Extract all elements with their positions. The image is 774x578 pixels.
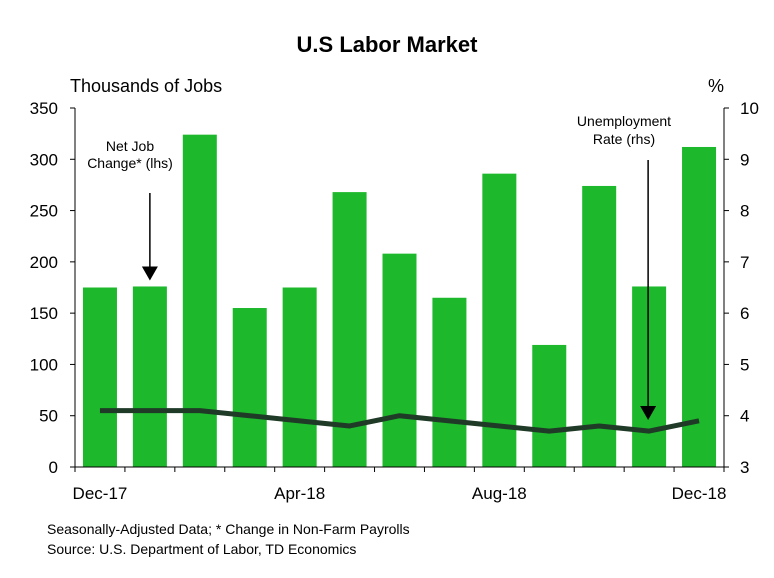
annotation-label: Change* (lhs): [87, 155, 173, 171]
bar-sep-18: [532, 344, 567, 467]
unemployment-rate-line: [99, 408, 700, 434]
bar-apr-18: [282, 287, 317, 467]
left-tick-label: 200: [30, 253, 58, 272]
right-tick-label: 5: [740, 355, 749, 374]
right-tick-label: 6: [740, 304, 749, 323]
right-tick-label: 4: [740, 407, 749, 426]
annotation-arrow-head: [640, 405, 657, 420]
bar-oct-18: [582, 185, 617, 467]
source-note: Source: U.S. Department of Labor, TD Eco…: [47, 541, 357, 557]
bar-jan-18: [132, 286, 167, 467]
annotation-arrow-head: [141, 266, 158, 281]
x-tick-label: Dec-17: [73, 484, 128, 503]
left-axis-title: Thousands of Jobs: [70, 76, 222, 96]
bar-feb-18: [182, 134, 217, 467]
bar-nov-18: [632, 286, 667, 467]
right-tick-label: 9: [740, 150, 749, 169]
bar-aug-18: [482, 173, 517, 467]
x-tick-label: Dec-18: [672, 484, 727, 503]
chart-title: U.S Labor Market: [297, 32, 479, 57]
right-tick-label: 7: [740, 253, 749, 272]
left-tick-label: 300: [30, 150, 58, 169]
footnote: Seasonally-Adjusted Data; * Change in No…: [47, 521, 410, 537]
left-tick-label: 250: [30, 202, 58, 221]
bar-mar-18: [232, 308, 267, 467]
bar-jul-18: [432, 297, 467, 467]
bar-jun-18: [382, 253, 417, 467]
annotation-label: Rate (rhs): [593, 131, 655, 147]
x-tick-label: Aug-18: [472, 484, 527, 503]
x-tick-label: Apr-18: [274, 484, 325, 503]
bar-dec-18: [682, 146, 717, 467]
annotation-label: Net Job: [106, 138, 154, 154]
left-tick-label: 0: [49, 458, 58, 477]
right-tick-label: 8: [740, 202, 749, 221]
annotation-label: Unemployment: [577, 113, 671, 129]
left-tick-label: 350: [30, 99, 58, 118]
right-axis-title: %: [708, 76, 724, 96]
bar-dec-17: [82, 287, 117, 467]
right-tick-label: 10: [740, 99, 759, 118]
left-tick-label: 50: [39, 407, 58, 426]
right-tick-label: 3: [740, 458, 749, 477]
left-tick-label: 150: [30, 304, 58, 323]
chart: U.S Labor Market Thousands of Jobs % 0 50…: [30, 32, 759, 503]
left-tick-label: 100: [30, 355, 58, 374]
